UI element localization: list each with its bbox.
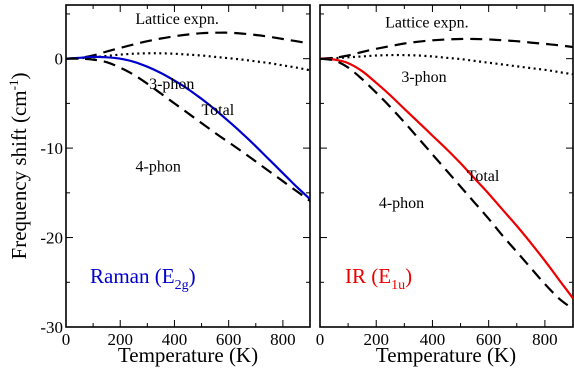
x-tick-label: 600 [216,330,242,349]
y-tick-label: -20 [40,229,63,248]
ticks-left: 0 200 400 600 800 -30 -20 -10 0 [40,5,311,349]
series-annotation: Lattice expn. [135,11,219,28]
curves-right [320,37,573,310]
ticks-right: 0 200 400 600 800 [316,5,574,349]
x-tick-label: 400 [420,330,446,349]
x-tick-label: 200 [363,330,389,349]
series-line-total [66,55,310,200]
series-annotation: Total [201,102,234,119]
series-line-4-phon [320,57,573,310]
series-line-lattice-expn [320,37,573,60]
x-tick-label: 200 [107,330,133,349]
panel-ir: 0 200 400 600 800 Lattice expn. 3-phon Total 4-… [316,4,574,367]
annotations-right: Lattice expn. 3-phon Total 4-phon [379,14,500,212]
series-annotation: Lattice expn. [385,14,469,31]
y-tick-label: -30 [40,318,63,337]
series-annotation: 4-phon [379,195,424,212]
x-tick-label: 0 [316,330,325,349]
panel-raman: 0 200 400 600 800 -30 -20 -10 0 Lattice expn. 3-p… [40,4,311,367]
plot-frame-right [319,4,574,328]
series-line-lattice-expn [66,31,310,60]
panel-label-ir: IR (E1u) [345,264,412,293]
series-line-3-phon [66,52,310,72]
series-annotation: Total [467,168,500,185]
y-axis-label: Frequency shift (cm-1) [6,73,31,260]
x-tick-label: 800 [532,330,558,349]
x-tick-label: 800 [270,330,296,349]
curves-left [66,31,310,202]
series-annotation: 3-phon [149,76,194,93]
x-tick-label: 400 [162,330,188,349]
x-tick-label: 600 [476,330,502,349]
y-tick-label: -10 [40,139,63,158]
panel-label-raman: Raman (E2g) [90,264,196,293]
y-tick-label: 0 [55,50,64,69]
annotations-left: Lattice expn. 3-phon Total 4-phon [135,11,234,176]
plot-frame-left [65,4,311,328]
series-annotation: 4-phon [136,158,181,175]
series-line-4-phon [66,57,310,202]
x-tick-label: 0 [62,330,71,349]
x-axis-label-right: Temperature (K) [376,343,516,367]
series-annotation: 3-phon [401,69,446,86]
x-axis-label-left: Temperature (K) [118,343,258,367]
series-line-total [320,57,573,300]
series-line-3-phon [320,53,573,76]
